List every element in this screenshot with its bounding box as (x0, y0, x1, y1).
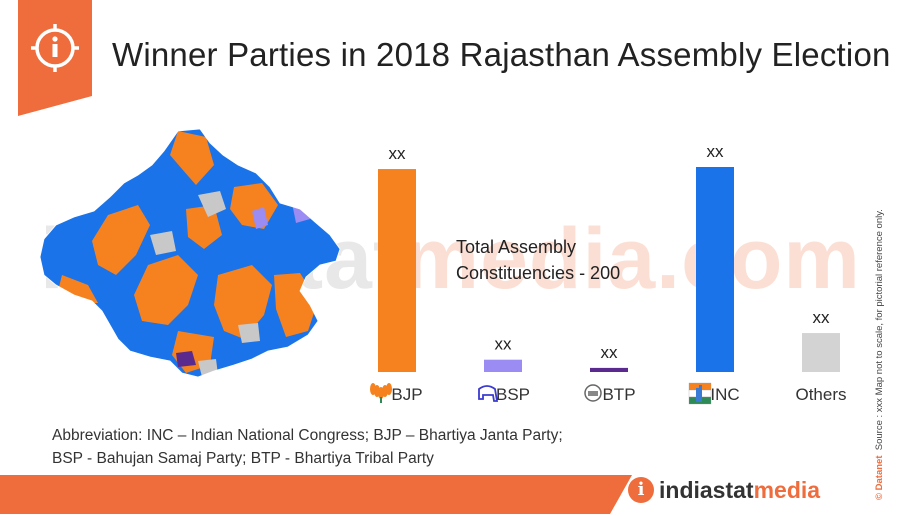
map-region-others (150, 231, 176, 255)
bar-chart: xx BJP xx BSP xx BTP xx INC xx Others Total Assem… (370, 142, 847, 405)
bar-data-label: xx (495, 335, 513, 354)
abbreviation-label: Abbreviation: (52, 427, 143, 444)
map-region-bsp (252, 207, 268, 229)
rajasthan-constituency-map (39, 128, 341, 378)
chart-annotation-line2: Constituencies - 200 (456, 263, 620, 283)
x-tick-label: INC (710, 385, 739, 404)
chart-annotation-line1: Total Assembly (456, 237, 576, 257)
x-tick-label: BSP (496, 385, 530, 404)
info-icon (31, 24, 79, 72)
map-region-bjp (186, 205, 222, 249)
x-tick-label: BTP (602, 385, 635, 404)
map-region-bjp (134, 255, 198, 325)
tribal-party-icon (584, 384, 602, 402)
map-region-bjp (170, 131, 214, 185)
watermark-part2: media.com (402, 211, 861, 307)
brand-logo-part1: indiastat (659, 476, 754, 503)
elephant-icon (478, 385, 499, 402)
abbreviation-line1: INC – Indian National Congress; BJP – Bh… (146, 427, 563, 444)
map-region-others (238, 323, 260, 343)
map-region-bjp (214, 265, 272, 339)
bar-bjp (378, 169, 416, 372)
brand-logo: i indiastat media (628, 472, 820, 508)
info-badge (18, 0, 92, 116)
abbreviation-note: Abbreviation: INC – Indian National Cong… (52, 424, 563, 470)
hand-icon (688, 382, 712, 405)
side-note: © Datanet Source : xxx Map not to scale,… (874, 209, 885, 500)
page-title: Winner Parties in 2018 Rajasthan Assembl… (112, 36, 891, 73)
bar-inc (696, 167, 734, 372)
footer-bar (0, 475, 632, 514)
abbreviation-line2: BSP - Bahujan Samaj Party; BTP - Bhartiy… (52, 450, 434, 467)
x-tick-label: Others (795, 385, 846, 404)
info-dot-icon: i (628, 477, 654, 503)
bar-data-label: xx (813, 308, 831, 327)
bar-data-label: xx (707, 142, 725, 161)
bar-data-label: xx (601, 343, 619, 362)
map-region-bjp (92, 205, 150, 275)
bar-others (802, 333, 840, 372)
source-note: Source : xxx Map not to scale, for picto… (874, 209, 885, 451)
map-region-btp (176, 351, 196, 367)
copyright-label: © Datanet (874, 455, 885, 500)
brand-logo-part2: media (753, 476, 821, 503)
bar-bsp (484, 359, 522, 372)
map-region-others (198, 191, 226, 217)
bar-data-label: xx (389, 144, 407, 163)
x-tick-label: BJP (391, 385, 422, 404)
lotus-icon (370, 383, 392, 403)
bar-btp (590, 367, 628, 372)
